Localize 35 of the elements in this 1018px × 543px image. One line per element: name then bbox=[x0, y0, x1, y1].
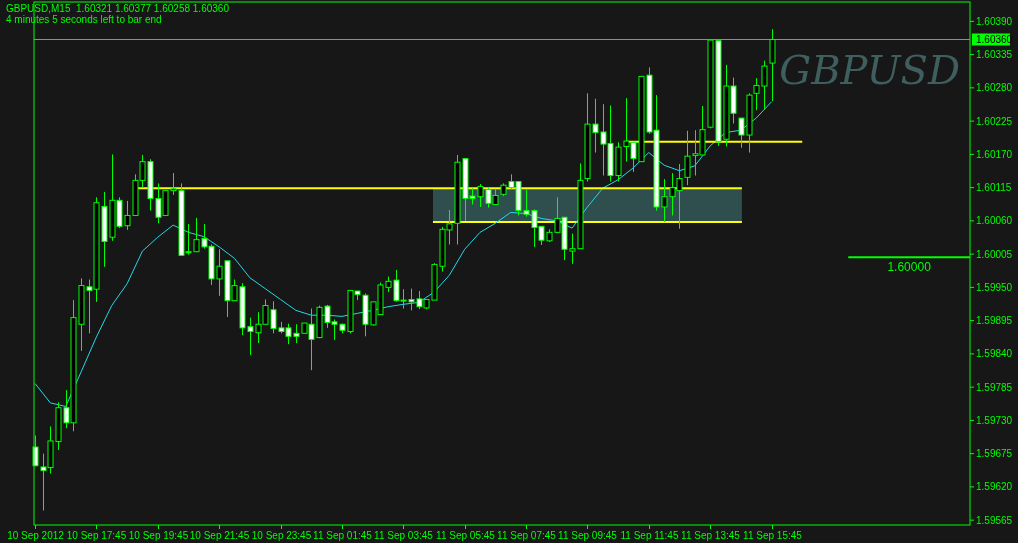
x-tick-label: 10 Sep 17:45 bbox=[66, 530, 127, 541]
y-tick-label: 1.59840 bbox=[976, 348, 1013, 360]
text: 4 minutes 5 seconds left to bar end bbox=[6, 14, 162, 25]
y-tick-label: 1.59785 bbox=[976, 381, 1013, 393]
x-tick-label: 11 Sep 03:45 bbox=[374, 530, 434, 541]
y-tick-label: 1.60390 bbox=[976, 15, 1013, 27]
x-tick-label: 10 Sep 19:45 bbox=[128, 530, 189, 541]
candlestick bbox=[684, 130, 691, 186]
x-tick-label: 11 Sep 15:45 bbox=[743, 530, 803, 541]
x-tick-label: 11 Sep 13:45 bbox=[681, 530, 741, 541]
y-tick-label: 1.59565 bbox=[976, 514, 1013, 526]
y-tick-label: 1.59950 bbox=[976, 281, 1013, 293]
y-tick-label: 1.60060 bbox=[976, 215, 1013, 227]
y-tick-label: 1.59620 bbox=[976, 481, 1013, 493]
x-tick-label: 10 Sep 23:45 bbox=[251, 530, 312, 541]
series-label: 1.60000 bbox=[887, 260, 932, 275]
y-tick-label: 1.59730 bbox=[976, 414, 1013, 426]
y-tick-label: 1.60280 bbox=[976, 82, 1013, 94]
x-tick-label: 11 Sep 09:45 bbox=[558, 530, 618, 541]
x-tick-label: 10 Sep 2012 bbox=[7, 530, 65, 541]
chart-title: GBPUSD,M15 1.60321 1.60377 1.60258 1.60360 bbox=[6, 3, 230, 14]
x-tick-label: 11 Sep 05:45 bbox=[436, 530, 496, 541]
y-tick-label: 1.60225 bbox=[976, 115, 1013, 127]
x-tick-label: 11 Sep 07:45 bbox=[497, 530, 557, 541]
annotation: GBPUSD bbox=[779, 47, 960, 93]
y-tick-label: 1.59675 bbox=[976, 448, 1013, 460]
y-tick-label: 1.60170 bbox=[976, 148, 1013, 160]
y-tick-label: 1.60115 bbox=[976, 182, 1012, 194]
y-tick-label: 1.59895 bbox=[976, 315, 1013, 327]
x-tick-label: 10 Sep 21:45 bbox=[189, 530, 250, 541]
y-tick-label: 1.60335 bbox=[976, 49, 1013, 61]
candlestick bbox=[769, 28, 776, 102]
x-tick-label: 11 Sep 01:45 bbox=[313, 530, 373, 541]
x-tick-label: 11 Sep 11:45 bbox=[620, 530, 679, 541]
y-tick-label: 1.60005 bbox=[976, 248, 1013, 260]
